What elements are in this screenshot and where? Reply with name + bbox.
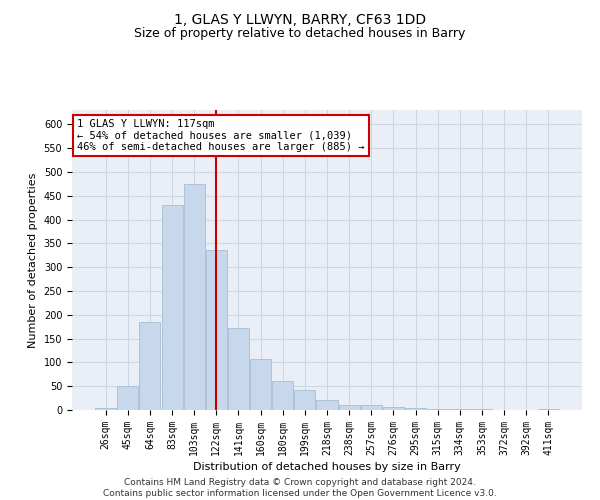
Bar bbox=[118, 386, 139, 410]
Bar bbox=[316, 400, 338, 410]
Text: Contains HM Land Registry data © Crown copyright and database right 2024.
Contai: Contains HM Land Registry data © Crown c… bbox=[103, 478, 497, 498]
Text: 1 GLAS Y LLWYN: 117sqm
← 54% of detached houses are smaller (1,039)
46% of semi-: 1 GLAS Y LLWYN: 117sqm ← 54% of detached… bbox=[77, 119, 365, 152]
Bar bbox=[427, 408, 448, 410]
Text: Size of property relative to detached houses in Barry: Size of property relative to detached ho… bbox=[134, 28, 466, 40]
Bar bbox=[250, 359, 271, 410]
Bar bbox=[272, 382, 293, 410]
Bar bbox=[295, 390, 316, 410]
Bar bbox=[405, 408, 426, 410]
X-axis label: Distribution of detached houses by size in Barry: Distribution of detached houses by size … bbox=[193, 462, 461, 472]
Bar bbox=[538, 409, 559, 410]
Bar bbox=[472, 409, 493, 410]
Bar bbox=[95, 408, 116, 410]
Y-axis label: Number of detached properties: Number of detached properties bbox=[28, 172, 38, 348]
Bar bbox=[161, 205, 182, 410]
Bar bbox=[361, 405, 382, 410]
Text: 1, GLAS Y LLWYN, BARRY, CF63 1DD: 1, GLAS Y LLWYN, BARRY, CF63 1DD bbox=[174, 12, 426, 26]
Bar bbox=[449, 409, 470, 410]
Bar bbox=[184, 184, 205, 410]
Bar bbox=[139, 322, 160, 410]
Bar bbox=[206, 250, 227, 410]
Bar bbox=[383, 406, 404, 410]
Bar bbox=[228, 328, 249, 410]
Bar bbox=[338, 405, 359, 410]
